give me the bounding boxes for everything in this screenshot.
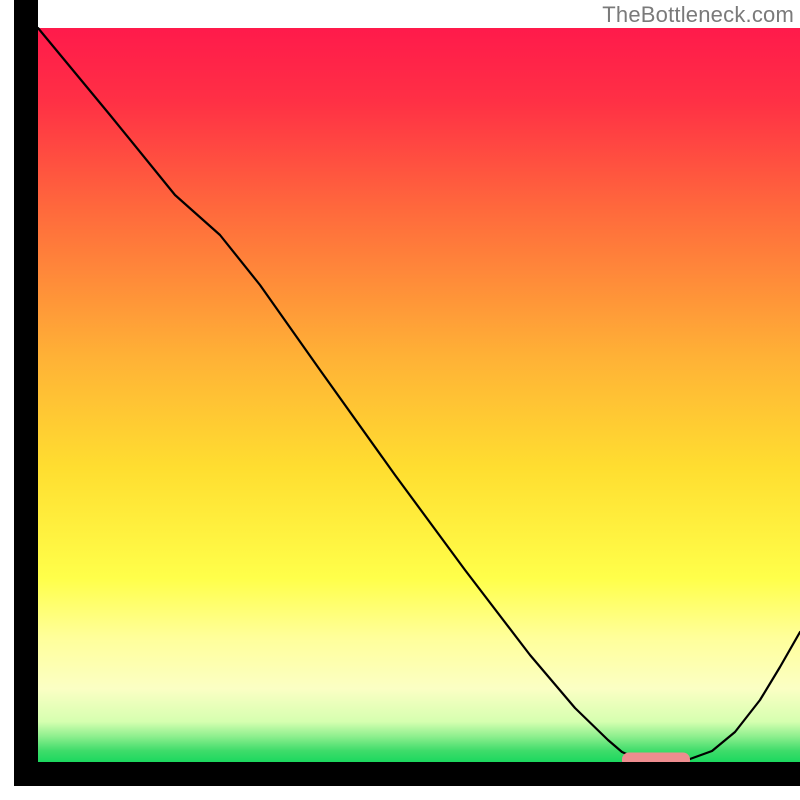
plot-background [38, 28, 800, 762]
y-axis-bar [14, 0, 38, 786]
x-axis-bar [14, 762, 800, 786]
bottleneck-chart [0, 0, 800, 800]
watermark-text: TheBottleneck.com [602, 2, 794, 28]
